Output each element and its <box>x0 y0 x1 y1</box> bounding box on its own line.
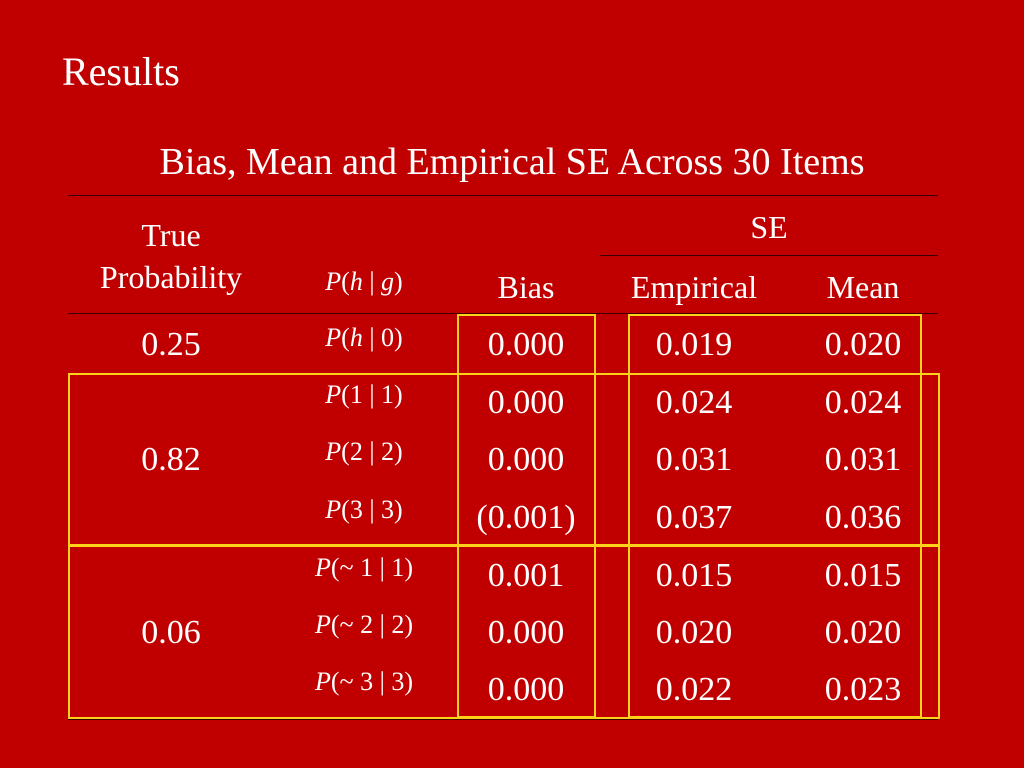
conditional-probability-cell: P(~ 3 | 3) <box>315 667 413 696</box>
empirical-se-cell: 0.022 <box>655 671 733 708</box>
bias-cell: 0.000 <box>487 441 565 478</box>
slide-title: Results <box>62 49 180 94</box>
mean-se-cell: 0.023 <box>824 671 902 708</box>
header-se: SE <box>750 209 788 245</box>
conditional-probability-cell: P(h | 0) <box>325 323 403 352</box>
conditional-probability-cell: P(2 | 2) <box>325 437 403 466</box>
conditional-probability-cell: P(~ 2 | 2) <box>315 610 413 639</box>
mean-se-cell: 0.024 <box>824 384 902 421</box>
empirical-se-cell: 0.015 <box>655 557 733 594</box>
mean-se-cell: 0.036 <box>824 499 902 536</box>
header-conditional-probability: P(h | g) <box>325 267 403 296</box>
header-true-probability: True Probability <box>68 214 274 298</box>
true-probability-cell: 0.82 <box>141 441 201 478</box>
table-bottom-rule <box>68 719 938 720</box>
empirical-se-cell: 0.019 <box>655 326 733 363</box>
mean-se-cell: 0.020 <box>824 614 902 651</box>
conditional-probability-cell: P(1 | 1) <box>325 380 403 409</box>
empirical-se-cell: 0.031 <box>655 441 733 478</box>
bias-cell: 0.000 <box>487 614 565 651</box>
mean-se-cell: 0.031 <box>824 441 902 478</box>
empirical-se-cell: 0.024 <box>655 384 733 421</box>
header-mean: Mean <box>826 269 900 305</box>
header-bias: Bias <box>497 269 555 305</box>
true-probability-cell: 0.06 <box>141 614 201 651</box>
bias-cell: 0.000 <box>487 384 565 421</box>
se-group-rule <box>600 255 938 256</box>
empirical-se-cell: 0.020 <box>655 614 733 651</box>
empirical-se-cell: 0.037 <box>655 499 733 536</box>
bias-cell: (0.001) <box>476 499 576 536</box>
table-top-rule <box>68 195 938 196</box>
header-true-line1: True <box>141 217 201 253</box>
true-probability-cell: 0.25 <box>141 326 201 363</box>
table-title: Bias, Mean and Empirical SE Across 30 It… <box>159 141 865 183</box>
bias-cell: 0.000 <box>487 326 565 363</box>
conditional-probability-cell: P(~ 1 | 1) <box>315 553 413 582</box>
mean-se-cell: 0.015 <box>824 557 902 594</box>
mean-se-cell: 0.020 <box>824 326 902 363</box>
bias-cell: 0.000 <box>487 671 565 708</box>
group-006-highlight-box <box>68 545 940 719</box>
bias-cell: 0.001 <box>487 557 565 594</box>
header-true-line2: Probability <box>99 259 243 295</box>
header-empirical: Empirical <box>630 269 758 305</box>
header-bottom-rule <box>68 313 938 314</box>
conditional-probability-cell: P(3 | 3) <box>325 495 403 524</box>
